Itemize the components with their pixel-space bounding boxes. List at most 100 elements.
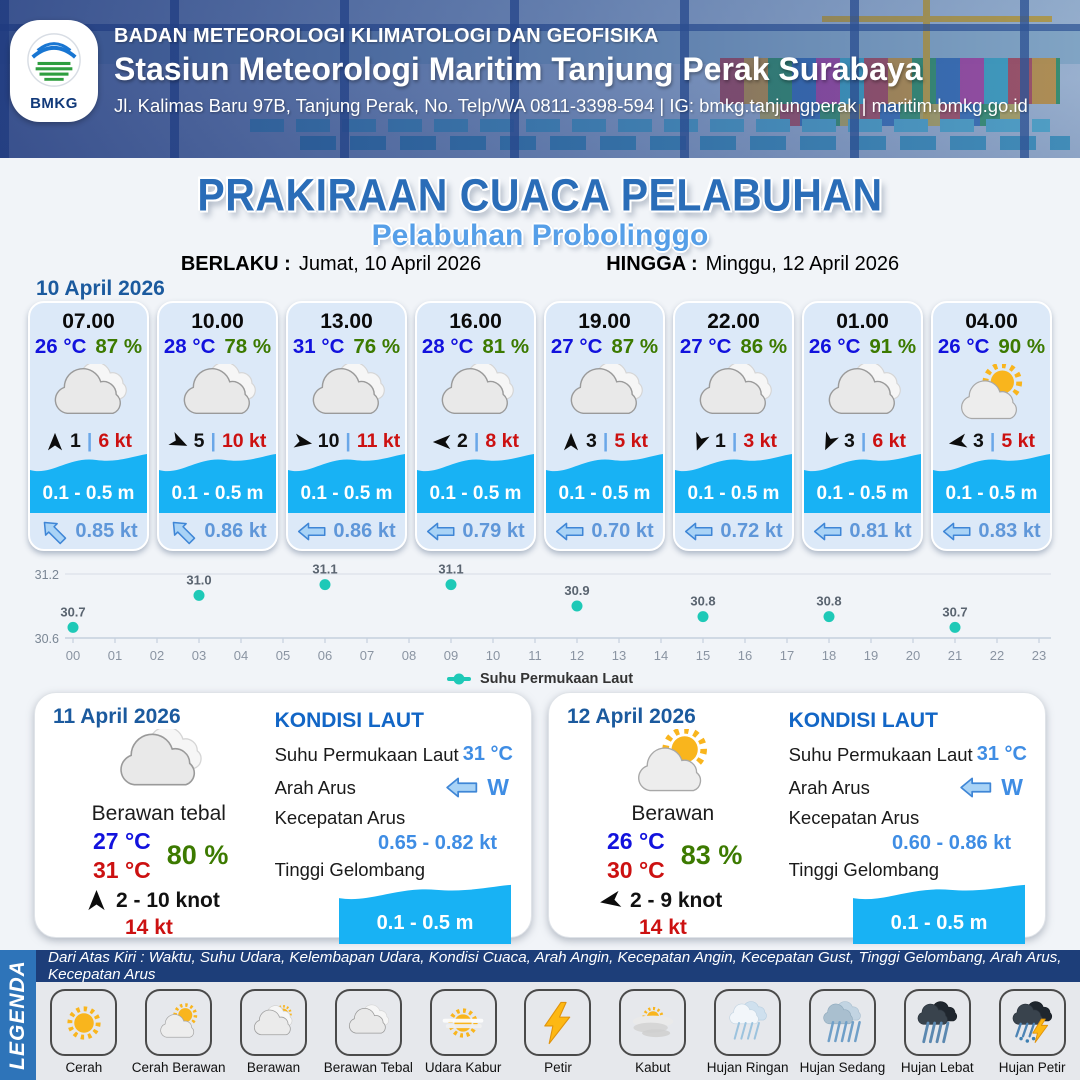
weather-icon [159,364,276,426]
weather-icon [288,364,405,426]
legend-item: Hujan Ringan [701,989,795,1075]
page-title: PRAKIRAAN CUACA PELABUHAN [197,169,883,221]
card-time: 16.00 [449,310,502,333]
card-temperature: 26 °C [937,335,990,358]
valid-from: BERLAKU : Jumat, 10 April 2026 [181,253,481,276]
sea-conditions-heading: KONDISI LAUT [788,709,938,732]
day-weather-icon [567,729,779,799]
cerah-berawan-icon [145,989,213,1056]
sst-label: Suhu Permukaan Laut [788,743,973,765]
legend-item-label: Hujan Ringan [706,1060,789,1075]
card-current-speed: 0.85 kt [75,519,138,542]
svg-text:03: 03 [192,648,206,663]
legend-item-label: Hujan Lebat [900,1060,974,1075]
wind-gust-separator: | [345,430,351,452]
card-current-speed: 0.83 kt [978,519,1041,542]
svg-text:02: 02 [150,648,164,663]
day-summary-card: 12 April 2026 Berawan 26 °C 30 °C 83 % 2… [548,692,1046,944]
legend-item: Hujan Petir [985,989,1079,1075]
legend-caption: Dari Atas Kiri : Waktu, Suhu Udara, Kele… [36,949,1080,983]
day-gust: 14 kt [639,915,687,939]
card-current-row: 0.79 kt [417,513,534,549]
legend-strip: LEGENDA Dari Atas Kiri : Waktu, Suhu Uda… [0,949,1080,1080]
forecast-card: 07.00 26 °C 87 % 1 | 6 kt 0.1 - 0.5 m [28,301,149,551]
card-temp-humidity: 27 °C 87 % [546,335,663,359]
wind-direction-icon [45,432,65,452]
wave-height-box: 0.1 - 0.5 m [339,884,511,944]
wind-direction-icon [946,430,969,453]
day-humidity: 83 % [680,840,743,871]
legend-item: Kabut [606,989,700,1075]
forecast-card: 04.00 26 °C 90 % 3 | 5 kt 0.1 - 0.5 m [931,301,1052,551]
legend-item: Berawan [226,989,320,1075]
berawan-tebal-icon [334,989,402,1056]
current-direction-icon [684,521,713,542]
card-humidity: 91 % [869,335,917,358]
current-direction-icon [555,521,584,542]
bmkg-logo: BMKG [10,20,98,122]
sst-value: 31 °C [462,743,513,765]
valid-from-date: Jumat, 10 April 2026 [298,253,482,275]
current-direction: W [445,774,509,801]
wave-height-value: 0.1 - 0.5 m [339,904,511,944]
current-direction-icon [445,776,478,799]
day-wind-row: 2 - 9 knot [599,889,779,913]
kabut-icon [619,989,687,1056]
wave-crest-shape [339,884,511,904]
card-temperature: 28 °C [163,335,216,358]
legend-item-label: Hujan Sedang [799,1060,886,1075]
station-address: Jl. Kalimas Baru 97B, Tanjung Perak, No.… [114,95,1028,116]
legend-item-label: Hujan Petir [998,1060,1066,1075]
svg-text:04: 04 [234,648,248,663]
wave-crest-shape [804,454,921,477]
sea-conditions-heading: KONDISI LAUT [274,709,424,732]
svg-text:30.7: 30.7 [60,604,85,619]
current-direction-icon [959,776,992,799]
forecast-card: 16.00 28 °C 81 % 2 | 8 kt 0.1 - 0.5 m [415,301,536,551]
svg-text:08: 08 [402,648,416,663]
wave-crest-shape [675,454,792,477]
legend-item: Petir [511,989,605,1075]
sea-conditions-column: KONDISI LAUT Suhu Permukaan Laut 31 °C A… [265,705,513,944]
card-gust-speed: 3 kt [743,430,777,452]
svg-text:31.2: 31.2 [35,568,59,582]
wind-direction-icon [597,887,624,914]
cerah-icon [50,989,118,1056]
svg-text:12: 12 [570,648,584,663]
day-wind-row: 2 - 10 knot [85,889,265,913]
berawan-icon [239,989,307,1056]
forecast-card: 01.00 26 °C 91 % 3 | 6 kt 0.1 - 0.5 m [802,301,923,551]
card-wave-value: 0.1 - 0.5 m [933,477,1050,513]
petir-icon [524,989,592,1056]
valid-to-label: HINGGA : [606,253,698,275]
legend-item-label: Kabut [635,1060,671,1075]
svg-text:16: 16 [738,648,752,663]
sst-value: 31 °C [976,743,1027,765]
forecast-card: 13.00 31 °C 76 % 10 | 11 kt 0.1 - 0.5 m [286,301,407,551]
wind-gust-separator: | [86,430,93,452]
daily-summary-row: 11 April 2026 Berawan tebal 27 °C 31 °C … [34,692,1046,944]
card-temp-humidity: 26 °C 91 % [804,335,921,359]
card-wind-speed: 3 [844,430,855,452]
wind-direction-icon [687,429,713,455]
card-humidity: 81 % [482,335,530,358]
card-gust-speed: 6 kt [872,430,906,452]
hujan-petir-icon [998,989,1066,1056]
card-current-row: 0.86 kt [288,513,405,549]
svg-text:19: 19 [864,648,878,663]
card-wind-row: 1 | 3 kt [675,430,792,453]
card-wave-value: 0.1 - 0.5 m [159,477,276,513]
legend-item-label: Berawan Tebal [323,1060,413,1075]
legend-item: Hujan Lebat [890,989,984,1075]
wave-height-box: 0.1 - 0.5 m [853,884,1025,944]
forecast-card: 19.00 27 °C 87 % 3 | 5 kt 0.1 - 0.5 m [544,301,665,551]
valid-from-label: BERLAKU : [180,253,291,275]
wave-height-label: Tinggi Gelombang [274,859,426,880]
card-wind-row: 3 | 6 kt [804,430,921,453]
legend-title: LEGENDA [6,960,29,1070]
weather-icon [804,364,921,426]
card-wave-height: 0.1 - 0.5 m [675,453,792,513]
day-summary-card: 11 April 2026 Berawan tebal 27 °C 31 °C … [34,692,532,944]
card-current-row: 0.83 kt [933,513,1050,549]
card-temp-humidity: 31 °C 76 % [288,335,405,359]
